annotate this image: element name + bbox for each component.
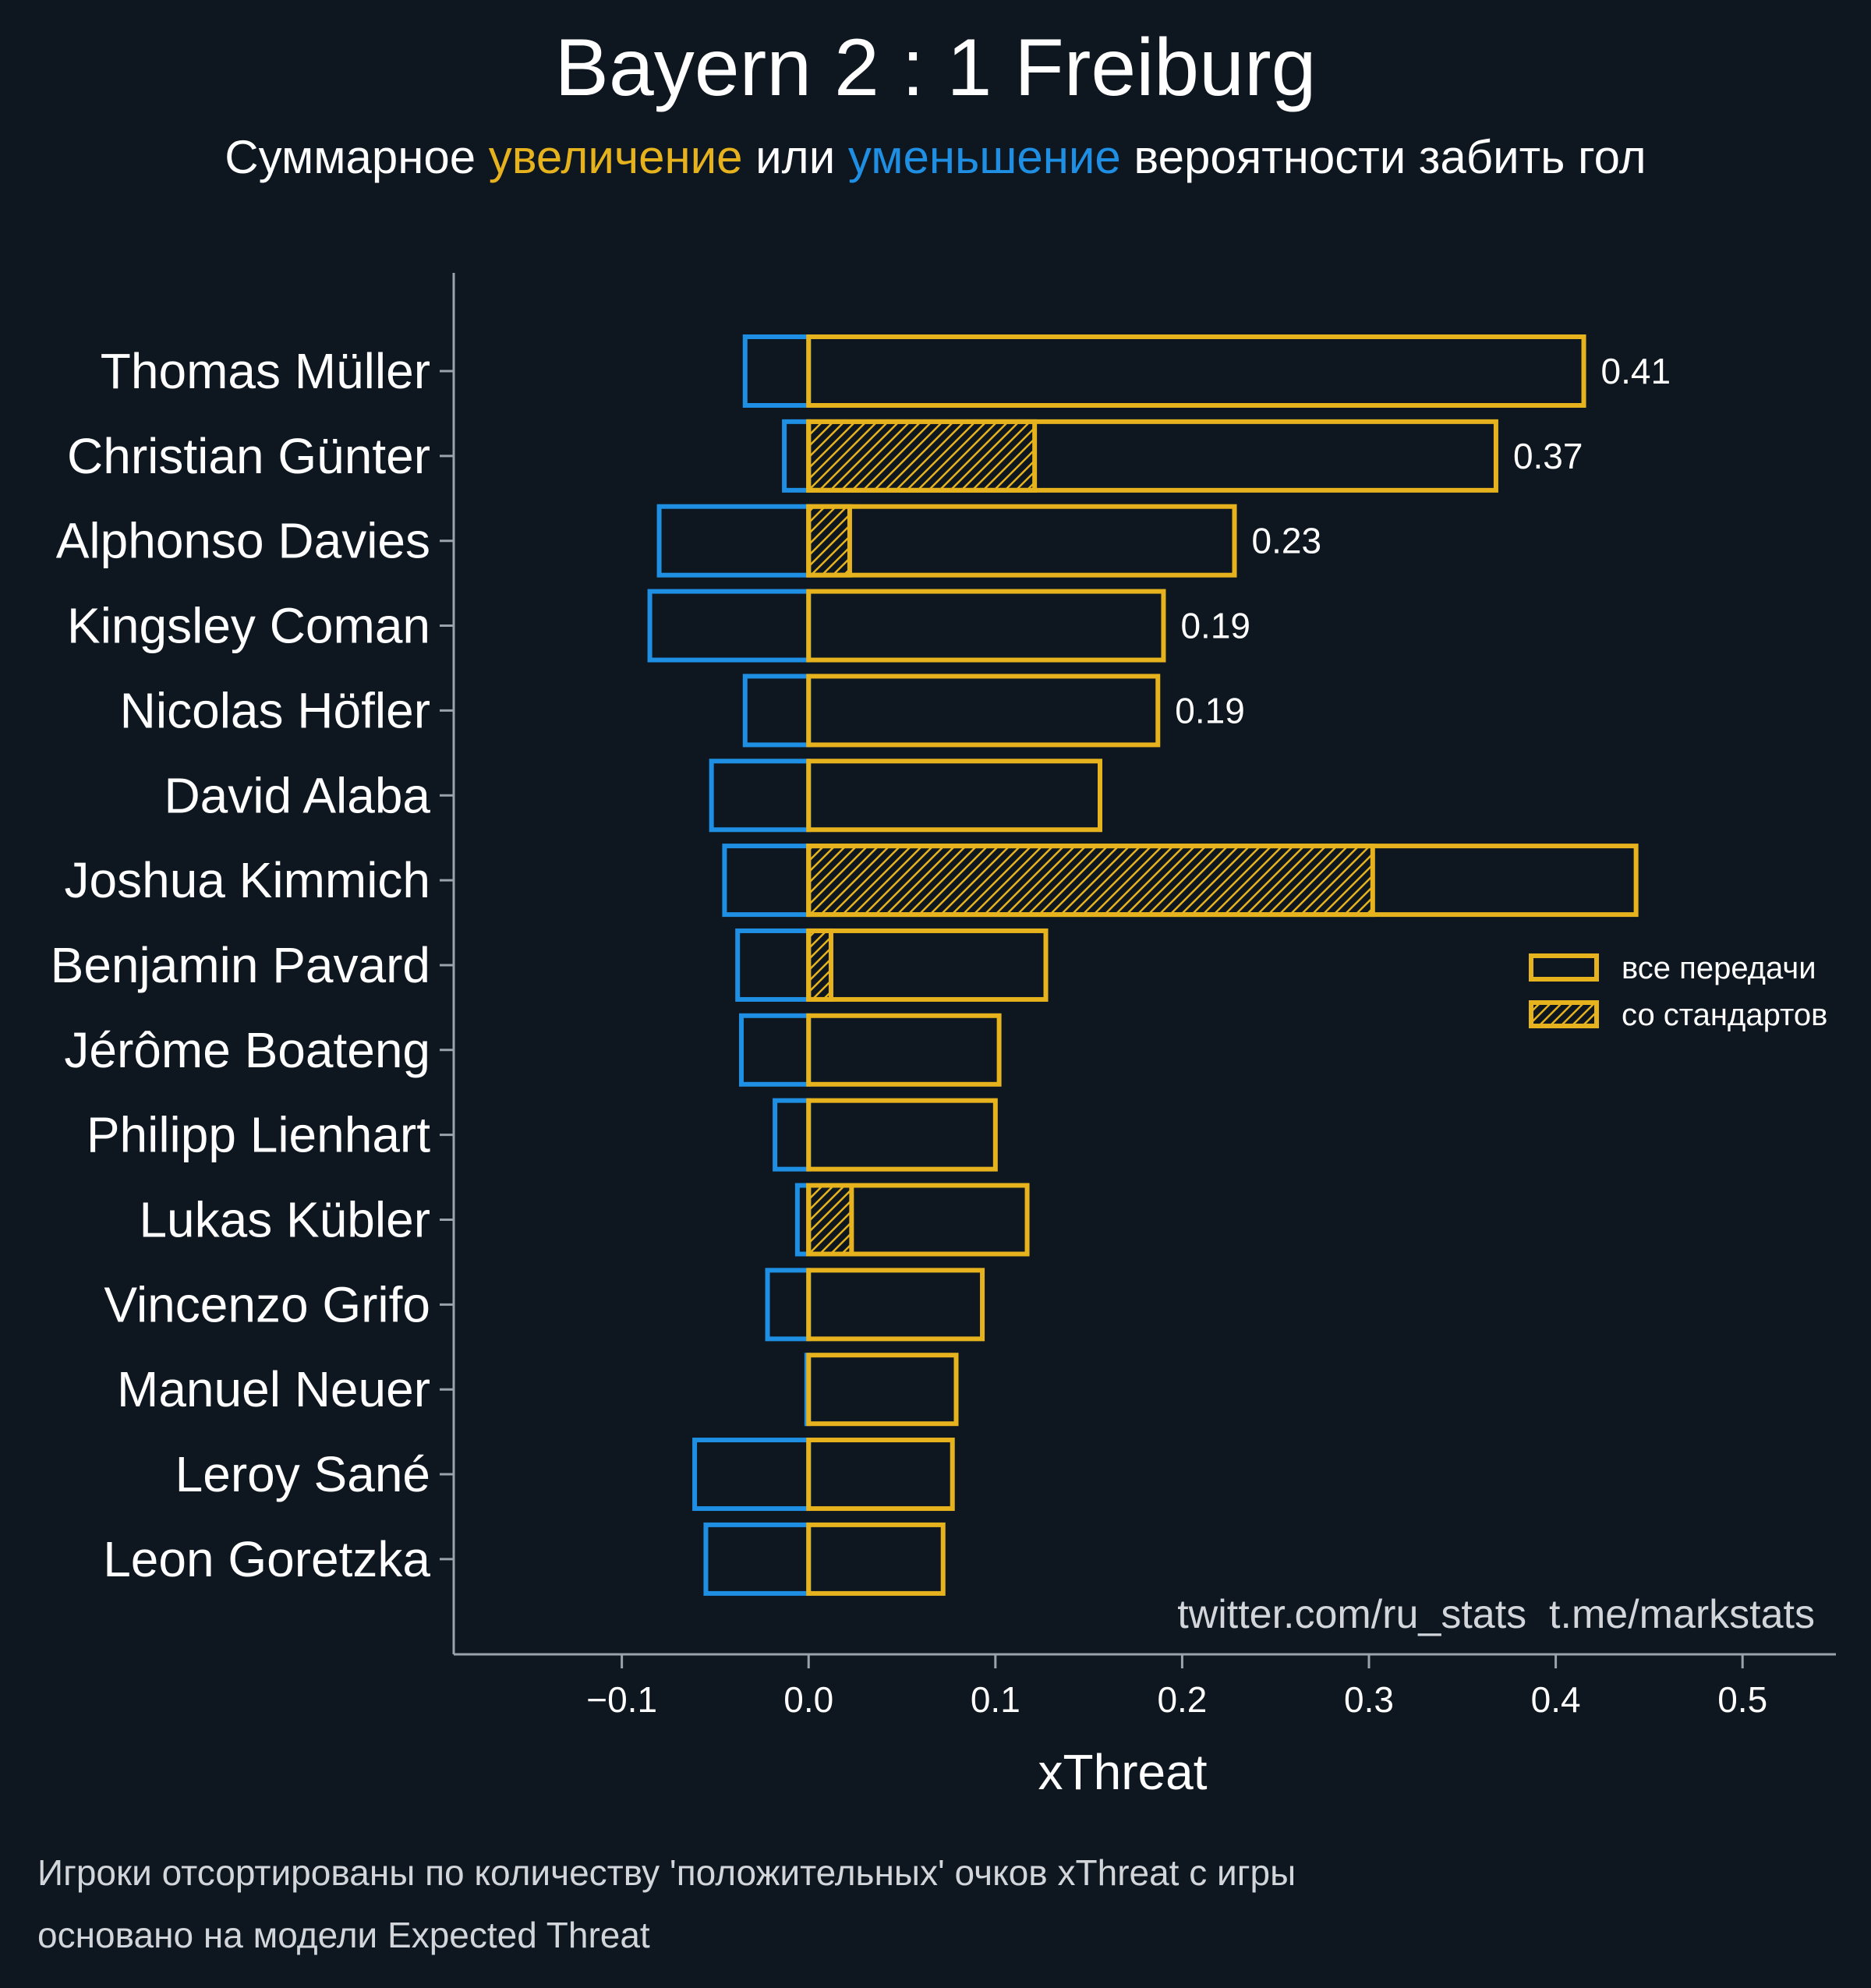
positive-bar-nicolas-h-fler [806, 674, 1161, 748]
legend: все передачи со стандартов [1529, 951, 1827, 1032]
value-label-christian-g-nter: 0.37 [1513, 436, 1583, 476]
x-tick-label: 0.5 [1717, 1679, 1767, 1720]
x-tick-label: −0.1 [586, 1679, 657, 1720]
y-tick-label-philipp-lienhart: Philipp Lienhart [87, 1107, 430, 1163]
positive-bar-kingsley-coman [806, 589, 1166, 663]
legend-swatch-set-pieces [1529, 1000, 1599, 1028]
subtitle-positive-word: увеличение [489, 131, 743, 183]
positive-bar-leon-goretzka [806, 1522, 946, 1596]
watermark: twitter.com/ru_stats t.me/markstats [1177, 1592, 1815, 1637]
set-piece-bar-alphonso-davies [806, 504, 852, 578]
chart-subtitle: Суммарное увеличение или уменьшение веро… [225, 131, 1646, 183]
negative-bar-thomas-m-ller [742, 334, 812, 408]
positive-bar-joshua-kimmich [806, 844, 1639, 918]
y-tick-label-thomas-m-ller: Thomas Müller [101, 343, 430, 399]
negative-bar-kingsley-coman [647, 589, 812, 663]
positive-bar-philipp-lienhart [806, 1098, 998, 1172]
x-tick-label: 0.0 [783, 1679, 833, 1720]
negative-bar-philipp-lienhart [773, 1098, 812, 1172]
y-tick-label-j-r-me-boateng: Jérôme Boateng [64, 1022, 430, 1078]
negative-bar-alphonso-davies [656, 504, 812, 578]
x-tick-label: 0.4 [1531, 1679, 1581, 1720]
plot-area: Thomas Müller 0.41 Christian Günter 0.37 Alp… [51, 334, 1767, 1720]
positive-bar-david-alaba [806, 759, 1102, 833]
positive-bar-vincenzo-grifo [806, 1268, 985, 1342]
y-tick-label-alphonso-davies: Alphonso Davies [56, 513, 430, 569]
y-tick-label-leon-goretzka: Leon Goretzka [103, 1531, 430, 1587]
negative-bar-leroy-san- [692, 1438, 812, 1512]
footnote-1: Игроки отсортированы по количеству 'поло… [37, 1852, 1296, 1893]
y-tick-label-lukas-k-bler: Lukas Kübler [139, 1192, 430, 1248]
y-tick-label-nicolas-h-fler: Nicolas Höfler [120, 682, 430, 738]
positive-bar-christian-g-nter [806, 419, 1498, 493]
legend-label-set-pieces: со стандартов [1622, 998, 1827, 1032]
positive-bar-lukas-k-bler [806, 1183, 1030, 1257]
chart-title: Bayern 2 : 1 Freiburg [555, 23, 1317, 113]
subtitle-suffix: вероятности забить гол [1121, 131, 1646, 183]
x-tick-label: 0.3 [1344, 1679, 1394, 1720]
x-tick-label: 0.1 [971, 1679, 1020, 1720]
positive-bar-alphonso-davies [806, 504, 1237, 578]
value-label-alphonso-davies: 0.23 [1252, 521, 1322, 561]
negative-bar-j-r-me-boateng [738, 1013, 812, 1087]
set-piece-bar-benjamin-pavard [806, 928, 833, 1002]
negative-bar-david-alaba [709, 759, 812, 833]
negative-bar-vincenzo-grifo [765, 1268, 812, 1342]
set-piece-bar-joshua-kimmich [806, 844, 1375, 918]
subtitle-middle: или [743, 131, 848, 183]
y-tick-label-leroy-san-: Leroy Sané [175, 1446, 430, 1502]
value-label-nicolas-h-fler: 0.19 [1175, 690, 1245, 730]
set-piece-bar-christian-g-nter [806, 419, 1038, 493]
positive-bar-manuel-neuer [806, 1353, 959, 1427]
y-tick-label-joshua-kimmich: Joshua Kimmich [65, 852, 431, 908]
x-tick-label: 0.2 [1157, 1679, 1207, 1720]
legend-label-all-passes: все передачи [1622, 951, 1816, 985]
positive-bar-thomas-m-ller [806, 334, 1586, 408]
value-label-thomas-m-ller: 0.41 [1601, 351, 1671, 391]
positive-bar-leroy-san- [806, 1438, 955, 1512]
subtitle-negative-word: уменьшение [848, 131, 1121, 183]
y-tick-label-christian-g-nter: Christian Günter [67, 428, 430, 484]
value-label-kingsley-coman: 0.19 [1180, 606, 1250, 646]
negative-bar-nicolas-h-fler [742, 674, 812, 748]
y-tick-label-david-alaba: David Alaba [164, 767, 430, 823]
y-tick-label-kingsley-coman: Kingsley Coman [67, 598, 430, 654]
negative-bar-benjamin-pavard [735, 928, 812, 1002]
y-tick-label-benjamin-pavard: Benjamin Pavard [51, 937, 430, 993]
subtitle-prefix: Суммарное [225, 131, 488, 183]
negative-bar-leon-goretzka [703, 1522, 812, 1596]
legend-swatch-all-passes [1529, 953, 1599, 982]
y-tick-label-manuel-neuer: Manuel Neuer [117, 1361, 430, 1417]
y-tick-label-vincenzo-grifo: Vincenzo Grifo [104, 1276, 430, 1332]
positive-bar-benjamin-pavard [806, 928, 1049, 1002]
positive-bar-j-r-me-boateng [806, 1013, 1002, 1087]
negative-bar-christian-g-nter [782, 419, 812, 493]
set-piece-bar-lukas-k-bler [806, 1183, 854, 1257]
x-axis-label: xThreat [1038, 1744, 1208, 1800]
footnote-2: основано на модели Expected Threat [37, 1915, 650, 1955]
negative-bar-joshua-kimmich [722, 844, 812, 918]
